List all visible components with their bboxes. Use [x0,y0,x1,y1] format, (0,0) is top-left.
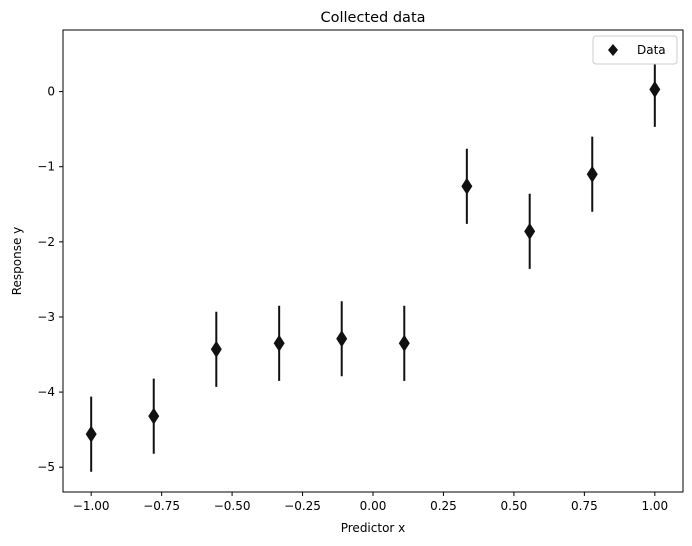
legend-marker-diamond [608,44,618,56]
legend-box [592,35,678,65]
data-point [336,330,348,348]
x-tick-label: 0.00 [360,499,387,513]
y-tick-label: −3 [37,310,55,324]
data-point [398,334,410,352]
legend: Data [592,35,678,65]
y-tick-label: −1 [37,160,55,174]
data-point [524,222,536,240]
y-tick-label: −4 [37,385,55,399]
data-point [461,177,473,195]
x-tick-label: 0.75 [571,499,598,513]
x-tick-label: 0.50 [501,499,528,513]
x-axis-label: Predictor x [341,521,406,535]
data-point [649,80,661,98]
chart-title: Collected data [320,10,425,26]
data-point [273,334,285,352]
x-axis: −1.00 −0.75 −0.50 −0.25 0.00 0.25 0.50 0.75 1.00 [73,492,668,513]
x-tick-label: 0.25 [430,499,457,513]
y-axis-label: Response y [10,227,24,296]
x-tick-label: −0.25 [284,499,321,513]
y-tick-label: 0 [47,85,55,99]
x-tick-label: −0.75 [143,499,180,513]
legend-label: Data [637,43,666,57]
plot-area [62,29,684,493]
data-point [210,340,222,358]
y-axis: −5 −4 −3 −2 −1 0 [37,85,63,474]
data-point [586,165,598,183]
x-tick-label: −1.00 [73,499,110,513]
y-tick-label: −5 [37,460,55,474]
y-tick-label: −2 [37,235,55,249]
data-point [148,407,160,425]
data-point [85,425,97,443]
x-tick-label: 1.00 [641,499,668,513]
x-tick-label: −0.50 [214,499,251,513]
data-series [85,51,661,472]
